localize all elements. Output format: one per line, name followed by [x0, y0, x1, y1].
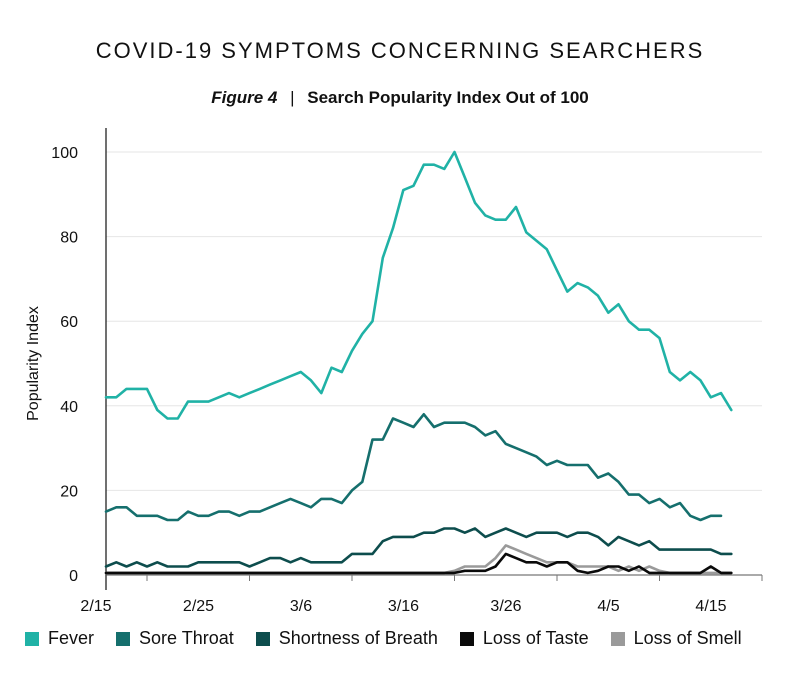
y-tick-label: 40	[60, 399, 78, 416]
legend-swatch	[255, 631, 270, 646]
legend-label: Shortness of Breath	[278, 628, 438, 648]
legend-item-shortness-of-breath: Shortness of Breath	[255, 628, 438, 649]
y-tick-label: 60	[60, 314, 78, 331]
y-tick-label: 20	[60, 483, 78, 500]
x-tick-label: 3/6	[290, 598, 312, 615]
chart-subtitle: Figure 4 | Search Popularity Index Out o…	[0, 88, 800, 108]
figure-label: Figure 4	[211, 88, 278, 107]
x-tick-label: 4/5	[597, 598, 619, 615]
x-tick-label: 3/26	[490, 598, 521, 615]
x-tick-label: 3/16	[388, 598, 419, 615]
legend-item-loss-of-taste: Loss of Taste	[459, 628, 589, 649]
subtitle-separator: |	[290, 88, 295, 107]
y-tick-label: 80	[60, 230, 78, 247]
y-tick-label: 100	[51, 145, 78, 162]
series-line-loss-of-smell	[104, 544, 733, 575]
legend-label: Loss of Taste	[482, 628, 589, 648]
chart-title: COVID-19 SYMPTOMS CONCERNING SEARCHERS	[95, 38, 705, 63]
x-tick-label: 2/15	[80, 598, 111, 615]
x-tick-label: 4/15	[695, 598, 726, 615]
y-axis-label: Popularity Index	[25, 306, 42, 421]
y-tick-label: 0	[69, 568, 78, 585]
legend-item-fever: Fever	[25, 628, 94, 649]
series-line-sore-throat	[104, 413, 723, 522]
series-line-fever	[104, 150, 733, 420]
subtitle-text: Search Popularity Index Out of 100	[307, 88, 589, 107]
legend-label: Sore Throat	[139, 628, 234, 648]
legend-swatch	[459, 631, 474, 646]
series-line-loss-of-taste	[104, 552, 733, 575]
legend-label: Loss of Smell	[633, 628, 742, 648]
legend-item-sore-throat: Sore Throat	[116, 628, 234, 649]
x-tick-label: 2/25	[183, 598, 214, 615]
legend-swatch	[25, 631, 39, 646]
chart-legend: Fever Sore Throat Shortness of Breath Loss …	[25, 628, 742, 649]
legend-swatch	[116, 631, 131, 646]
legend-swatch	[610, 631, 625, 646]
legend-item-loss-of-smell: Loss of Smell	[610, 628, 742, 649]
series-line-shortness-of-breath	[104, 527, 733, 568]
legend-label: Fever	[48, 628, 95, 648]
